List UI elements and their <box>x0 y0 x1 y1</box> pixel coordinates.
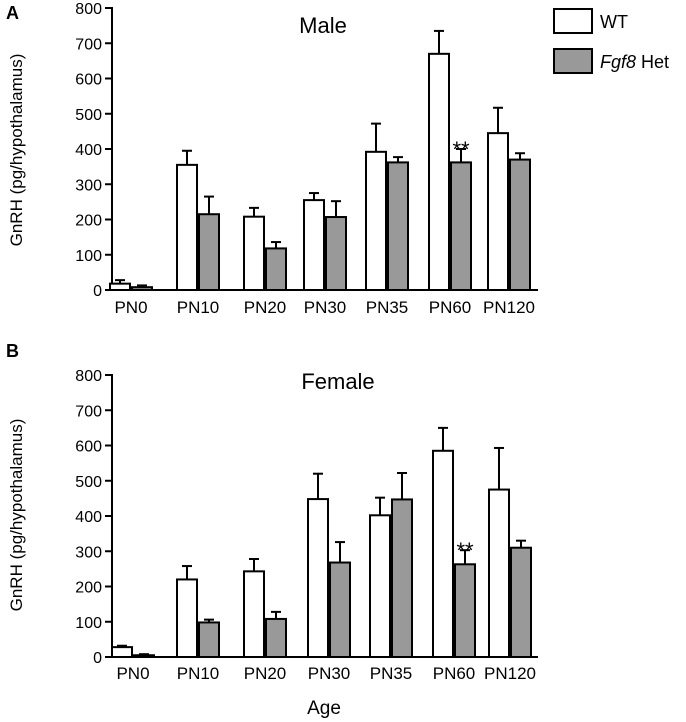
y-tick-label: 0 <box>93 650 102 667</box>
x-tick-label: PN60 <box>433 664 476 683</box>
y-tick-label: 600 <box>75 72 102 89</box>
x-tick-label: PN35 <box>370 664 413 683</box>
bar-het-pn60 <box>454 563 476 658</box>
chart-title: Female <box>301 369 374 394</box>
y-tick-label: 800 <box>75 368 102 385</box>
legend-label-het-rest: Het <box>636 52 669 72</box>
bar-wt-pn60 <box>428 52 450 292</box>
bar-wt-pn35 <box>365 150 387 291</box>
x-tick-label: PN10 <box>177 664 220 683</box>
bar-het-pn120 <box>509 158 531 291</box>
bar-wt-pn20 <box>243 215 265 291</box>
y-tick-label: 600 <box>75 439 102 456</box>
y-axis-label: GnRH (pg/hypothalamus) <box>7 54 26 247</box>
chart-title: Male <box>299 13 347 38</box>
y-tick-label: 100 <box>75 248 102 265</box>
panel-letter: B <box>6 341 19 361</box>
bar-het-pn30 <box>325 216 347 291</box>
y-tick-label: 300 <box>75 177 102 194</box>
y-tick-label: 700 <box>75 36 102 53</box>
x-tick-label: PN10 <box>177 298 220 317</box>
bar-het-pn35 <box>391 498 413 658</box>
bar-wt-pn120 <box>488 488 510 658</box>
legend-label-wt: WT <box>600 12 628 32</box>
y-tick-label: 500 <box>75 107 102 124</box>
bar-het-pn30 <box>329 561 351 659</box>
bar-wt-pn20 <box>243 570 265 659</box>
y-tick-label: 700 <box>75 403 102 420</box>
y-tick-label: 800 <box>75 1 102 18</box>
x-tick-label: PN60 <box>429 298 472 317</box>
bar-het-pn60 <box>450 161 472 292</box>
x-tick-label: PN20 <box>244 298 287 317</box>
panel-male: A Male GnRH (pg/hypothalamus) 0 100 200 300… <box>6 1 538 317</box>
plot-area: 0 100 200 300 400 500 600 700 800 PN0 PN10 PN20 PN30… <box>75 1 538 317</box>
y-tick-label: 300 <box>75 544 102 561</box>
bar-het-pn20 <box>265 617 287 658</box>
legend-swatch-wt <box>553 8 593 34</box>
significance-marker: ** <box>452 137 470 162</box>
x-tick-label: PN30 <box>308 664 351 683</box>
panel-female: B Female GnRH (pg/hypothalamus) 0 100 200 3… <box>6 341 538 683</box>
bar-het-pn0 <box>131 286 153 291</box>
bar-wt-pn10 <box>176 163 198 291</box>
bar-het-pn10 <box>198 621 220 659</box>
y-tick-label: 400 <box>75 142 102 159</box>
x-tick-label: PN0 <box>116 664 149 683</box>
bar-wt-pn0 <box>111 646 133 659</box>
x-axis-label: Age <box>307 698 341 719</box>
y-tick-label: 500 <box>75 474 102 491</box>
x-tick-label: PN0 <box>114 298 147 317</box>
y-tick-label: 0 <box>93 283 102 300</box>
significance-marker: ** <box>456 538 474 563</box>
bar-het-pn120 <box>510 546 532 658</box>
x-tick-label: PN120 <box>483 298 535 317</box>
bar-het-pn20 <box>265 247 287 291</box>
plot-area: 0 100 200 300 400 500 600 700 800 PN0 PN10 PN20 PN30… <box>75 368 538 683</box>
x-tick-label: PN20 <box>244 664 287 683</box>
bar-wt-pn0 <box>109 282 131 291</box>
bar-het-pn35 <box>387 161 409 292</box>
y-tick-label: 200 <box>75 580 102 597</box>
bar-wt-pn10 <box>176 578 198 659</box>
panel-letter: A <box>6 3 19 23</box>
legend-label-het-italic: Fgf8 <box>600 52 636 72</box>
bar-wt-pn60 <box>432 449 454 658</box>
x-tick-label: PN120 <box>484 664 536 683</box>
y-axis-label: GnRH (pg/hypothalamus) <box>7 419 26 612</box>
bar-het-pn0 <box>133 654 155 658</box>
x-tick-label: PN35 <box>366 298 409 317</box>
legend-swatch-het <box>553 48 593 74</box>
y-tick-label: 100 <box>75 615 102 632</box>
y-tick-label: 200 <box>75 213 102 230</box>
bar-wt-pn30 <box>303 199 325 291</box>
bar-wt-pn120 <box>487 132 509 291</box>
bar-het-pn10 <box>198 213 220 291</box>
legend: WT Fgf8 Het <box>553 8 669 74</box>
legend-label-het: Fgf8 Het <box>600 52 669 72</box>
bar-wt-pn35 <box>369 514 391 658</box>
y-tick-label: 400 <box>75 509 102 526</box>
bar-wt-pn30 <box>307 498 329 658</box>
x-tick-label: PN30 <box>304 298 347 317</box>
